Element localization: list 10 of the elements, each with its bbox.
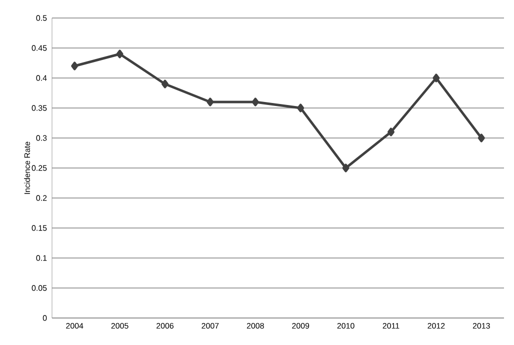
point [252, 98, 259, 106]
point [71, 62, 78, 70]
point [206, 98, 214, 106]
point [478, 134, 485, 142]
point [342, 164, 350, 172]
point [432, 74, 440, 82]
point [162, 80, 168, 88]
point [116, 50, 124, 58]
point [297, 104, 304, 112]
point [388, 128, 394, 136]
